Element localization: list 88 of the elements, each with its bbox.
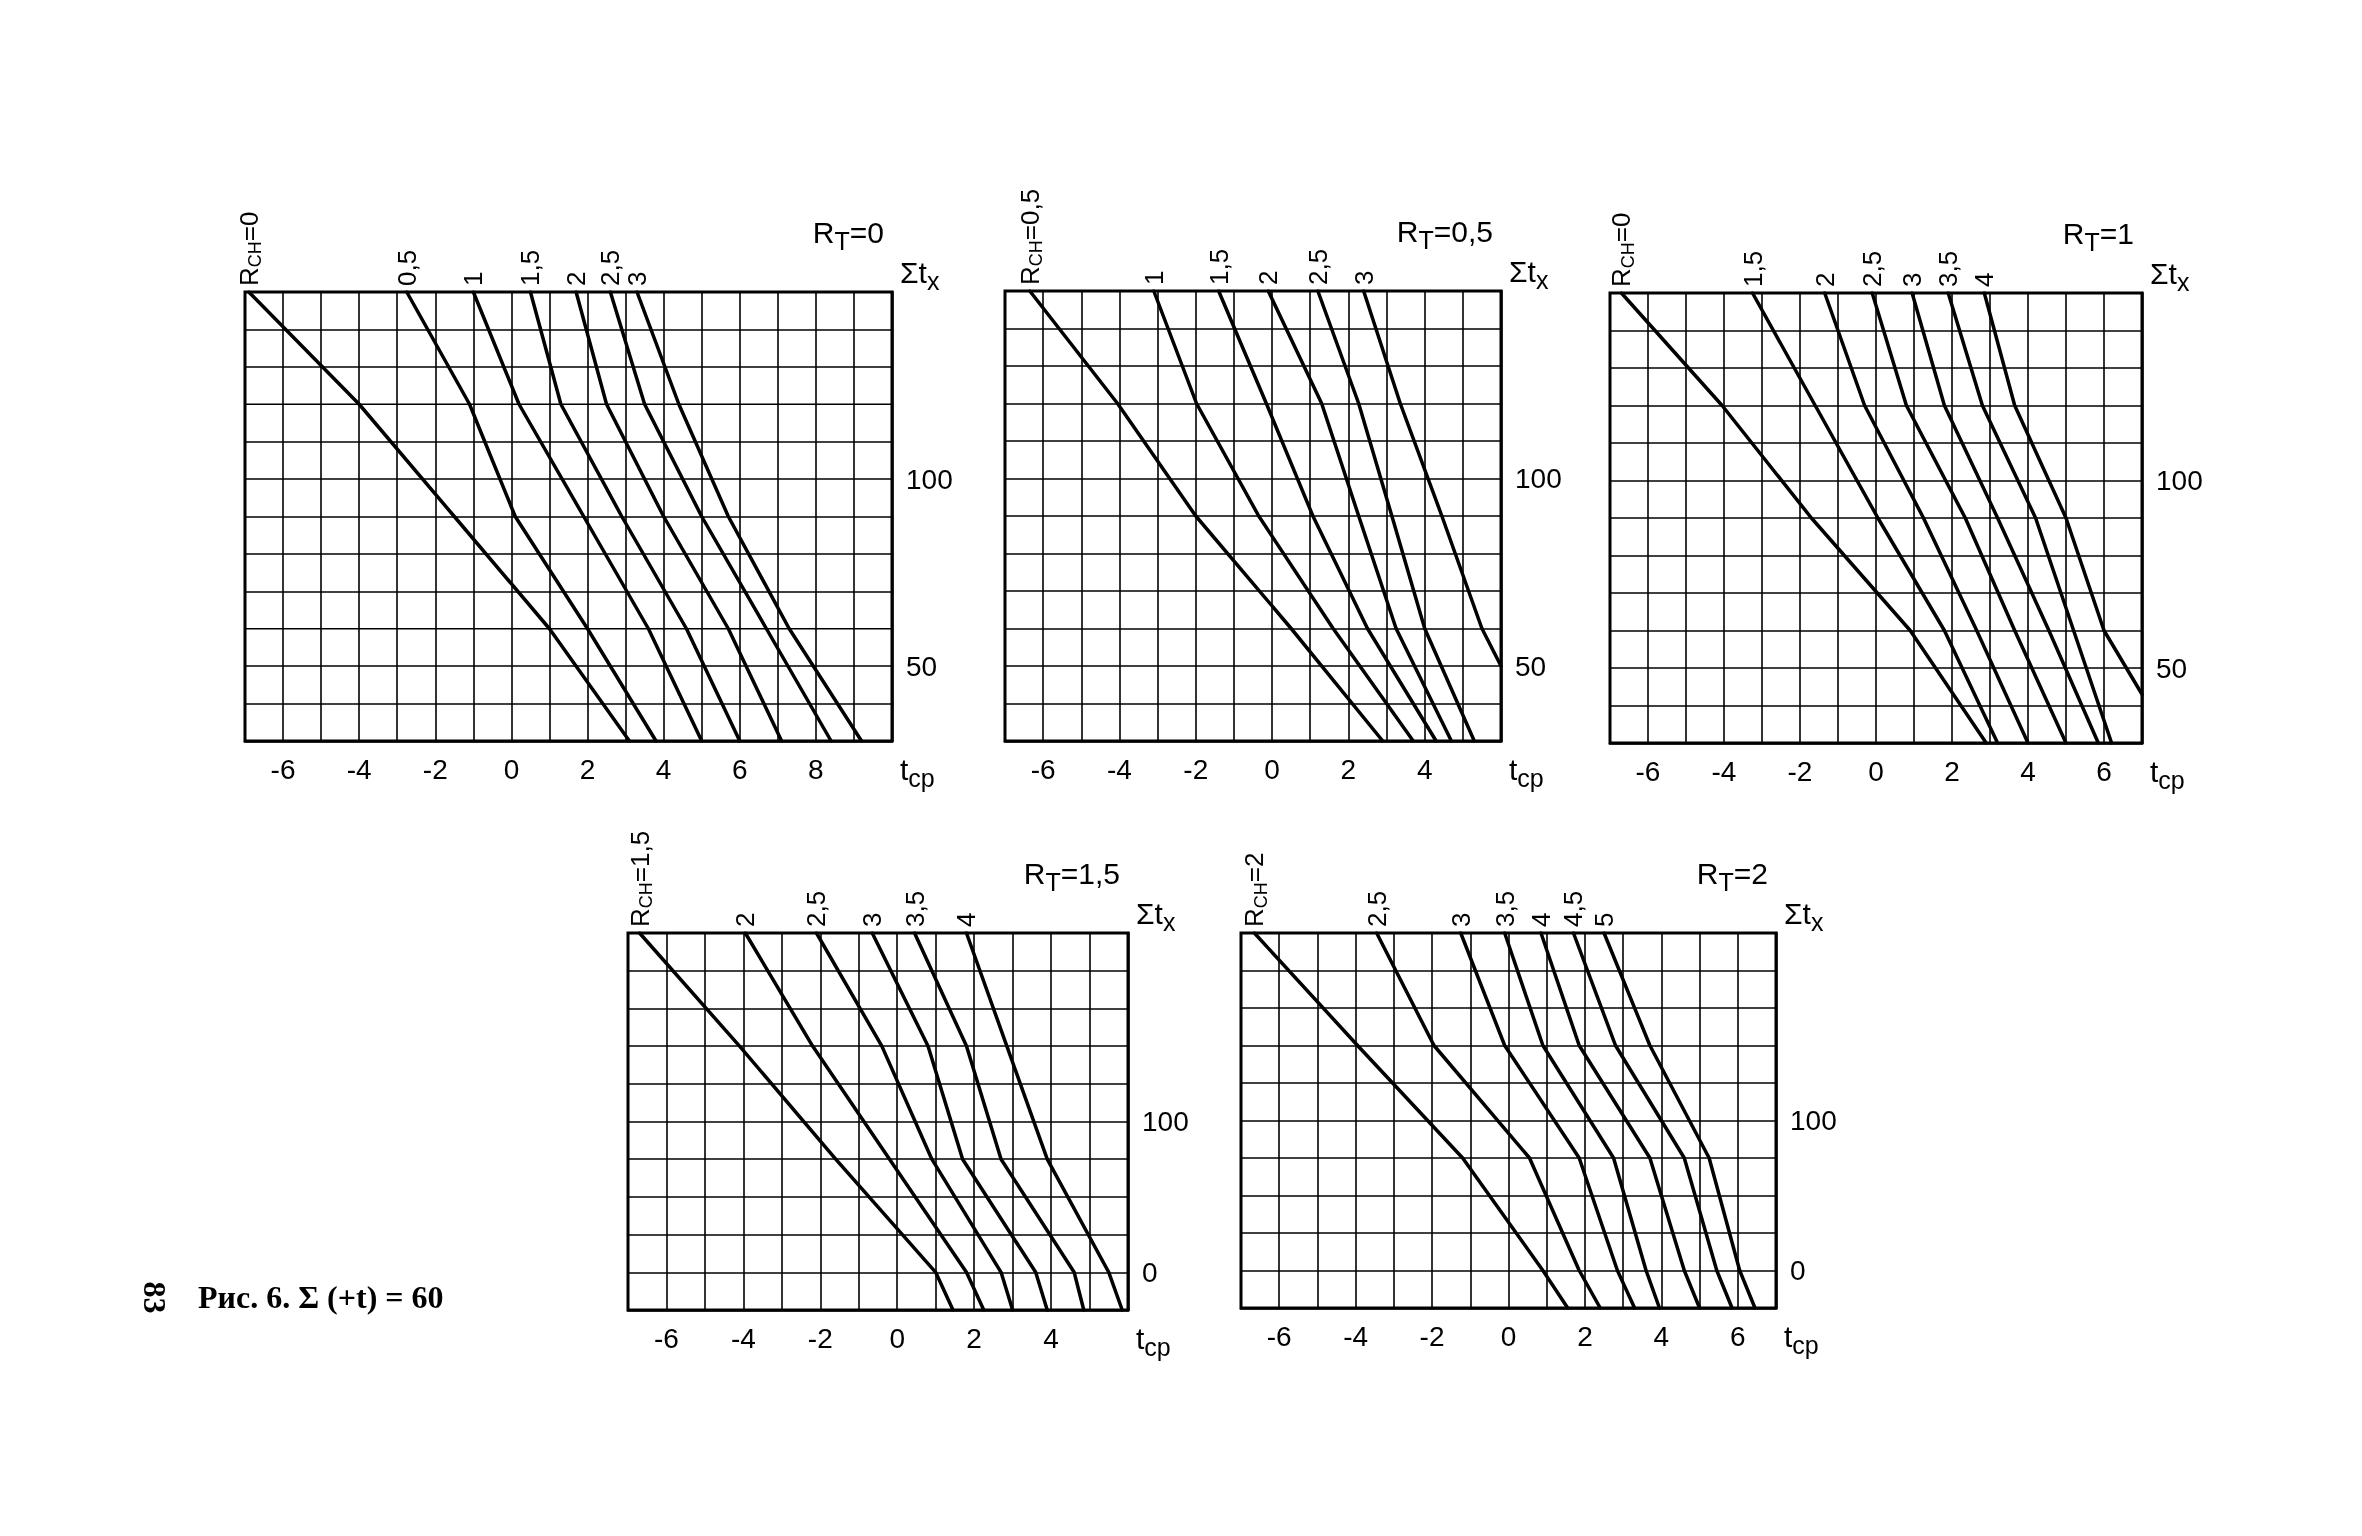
text: 4	[951, 912, 982, 927]
text: 5	[1589, 912, 1620, 927]
text: RCH=0	[1606, 212, 1638, 287]
x-tick-label: -4	[730, 1322, 756, 1354]
text: 3	[857, 912, 888, 927]
x-tick-label: 0	[1868, 755, 1884, 787]
text: 83	[136, 1281, 173, 1314]
x-axis-title: t$_{ср}$	[2150, 755, 2185, 795]
text: 2	[730, 912, 761, 927]
text: R$_{T}$=1,5	[1023, 857, 1120, 897]
text: 3,5	[899, 890, 930, 927]
text: RCH=0	[233, 211, 266, 286]
y-tick-label: 100	[1515, 463, 1562, 494]
text: 2	[1809, 272, 1840, 287]
text: 3	[1348, 270, 1379, 285]
text: 0,5	[391, 249, 422, 286]
y-tick-label: 50	[2156, 652, 2188, 684]
text: 3	[1445, 912, 1476, 927]
y-tick-label: 100	[906, 463, 953, 495]
text: R$_{T}$=1	[2062, 217, 2134, 257]
x-axis-title: t$_{ср}$	[900, 753, 935, 793]
x-tick-label: 4	[655, 753, 672, 785]
y-axis-title: Σt$_{x}$	[1509, 255, 1549, 295]
y-axis-title: Σt$_{x}$	[2150, 257, 2190, 297]
x-tick-label: -2	[1183, 753, 1209, 785]
text: 1,5	[515, 249, 546, 286]
x-tick-label: 4	[2020, 755, 2036, 787]
text: 2,5	[801, 890, 832, 927]
x-tick-label: -4	[1343, 1320, 1369, 1352]
x-axis-title: t$_{ср}$	[1136, 1322, 1171, 1362]
x-axis-title: t$_{ср}$	[1509, 753, 1544, 793]
text: 3,5	[1933, 250, 1964, 287]
x-tick-label: 2	[1944, 755, 1960, 787]
x-tick-label: -6	[1266, 1320, 1292, 1352]
x-tick-label: -2	[1787, 755, 1813, 787]
text: RCH=0,5	[1014, 188, 1047, 285]
x-tick-label: 0	[1264, 753, 1280, 785]
text: 4,5	[1558, 890, 1589, 927]
x-tick-label: 6	[2096, 755, 2112, 787]
text: R$_{T}$=0	[812, 216, 884, 256]
text: 2	[1253, 270, 1284, 285]
text: 1	[1138, 270, 1169, 285]
x-tick-label: 4	[1043, 1322, 1059, 1354]
x-tick-label: -2	[1419, 1320, 1445, 1352]
x-tick-label: 6	[1730, 1320, 1746, 1352]
x-tick-label: 8	[808, 753, 824, 785]
x-tick-label: -2	[807, 1322, 833, 1354]
x-tick-label: 4	[1653, 1320, 1670, 1352]
x-tick-label: 6	[731, 753, 748, 785]
text: RCH=1,5	[624, 830, 657, 927]
text: 1,5	[1737, 250, 1768, 287]
x-tick-label: 4	[1416, 753, 1433, 785]
x-axis-title: t$_{ср}$	[1784, 1320, 1819, 1360]
x-tick-label: -6	[270, 753, 296, 785]
x-tick-label: 2	[1577, 1320, 1593, 1352]
x-tick-label: -6	[1635, 755, 1661, 787]
x-tick-label: -4	[1711, 755, 1737, 787]
y-axis-title: Σt$_{x}$	[1784, 897, 1824, 937]
x-tick-label: -6	[654, 1322, 679, 1354]
text: Рис. 6. Σ (+t) = 60	[198, 1279, 444, 1316]
x-tick-label: 2	[1340, 753, 1357, 785]
text: 3	[1897, 272, 1928, 287]
x-tick-label: 0	[503, 753, 520, 785]
y-axis-title: Σt$_{x}$	[900, 256, 940, 296]
text: 4	[1525, 912, 1556, 927]
x-tick-label: -2	[422, 753, 448, 785]
text: 2,5	[1857, 250, 1888, 287]
x-tick-label: -4	[1107, 753, 1132, 785]
text: 3,5	[1489, 890, 1520, 927]
y-tick-label: 50	[1515, 650, 1547, 682]
text: 4	[1969, 272, 2000, 287]
y-tick-label: 100	[1142, 1106, 1189, 1137]
text: 1,5	[1203, 248, 1234, 285]
text: 2,5	[1361, 890, 1392, 927]
x-tick-label: 2	[966, 1322, 982, 1354]
text: 1	[458, 271, 489, 286]
x-tick-label: -4	[346, 753, 372, 785]
y-tick-label: 50	[906, 650, 938, 682]
x-tick-label: -6	[1030, 753, 1056, 785]
text: R$_{T}$=0,5	[1396, 215, 1493, 255]
y-axis-title: Σt$_{x}$	[1136, 897, 1176, 937]
y-tick-label: 100	[1790, 1105, 1837, 1136]
text: R$_{T}$=2	[1696, 857, 1768, 897]
text: 2,5	[1302, 248, 1333, 285]
x-tick-label: 2	[579, 753, 596, 785]
y-tick-label: 100	[2156, 465, 2203, 496]
text: 2	[561, 271, 592, 286]
text: RCH=2	[1239, 852, 1271, 927]
